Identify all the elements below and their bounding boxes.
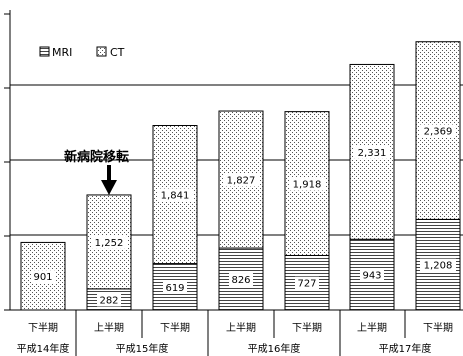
data-labels: 901 282 1,252 619 1,841 826 1,827 727 1,918 943 2,… [31,124,456,307]
category-label-5: 上半期 [357,321,387,334]
category-label-0: 下半期 [28,321,58,334]
data-label-mri-1: 282 [99,295,118,306]
year-group-label-2: 平成16年度 [248,342,301,355]
label-bg-mri-3 [229,273,253,287]
category-label-4: 下半期 [292,321,322,334]
year-group-label-3: 平成17年度 [379,342,432,355]
category-label-3: 上半期 [226,321,256,334]
label-bg-ct-0 [31,270,55,284]
label-bg-ct-2 [157,188,193,202]
category-label-2: 下半期 [160,321,190,334]
label-bg-ct-3 [223,173,259,187]
data-label-mri-2: 619 [165,283,184,294]
category-label-6: 下半期 [423,321,453,334]
label-bg-ct-6 [420,124,456,138]
label-bg-mri-6 [420,258,456,272]
data-label-ct-6: 2,369 [424,127,453,138]
legend-ct-label: CT [110,46,125,59]
year-group-label-1: 平成15年度 [116,342,169,355]
label-bg-mri-4 [295,276,319,290]
data-label-ct-1: 1,252 [95,238,124,249]
annotation: 新病院移転 [64,149,129,195]
year-group-label-0: 平成14年度 [17,342,70,355]
data-label-ct-0: 901 [33,272,52,283]
data-label-ct-2: 1,841 [161,191,190,202]
legend: MRI CT [39,46,125,59]
label-bg-mri-5 [360,268,384,282]
label-bg-mri-1 [97,293,121,307]
legend-ct-swatch [96,46,107,57]
bar-mri-3 [218,247,264,311]
annotation-text: 新病院移転 [64,149,129,165]
data-label-mri-5: 943 [362,271,381,282]
label-bg-ct-4 [289,177,325,191]
data-label-ct-5: 2,331 [358,148,387,159]
label-bg-mri-2 [163,280,187,294]
data-label-mri-6: 1,208 [424,261,453,272]
legend-mri-label: MRI [52,46,72,59]
data-label-ct-3: 1,827 [227,176,256,187]
data-label-mri-4: 727 [297,279,316,290]
category-label-1: 上半期 [94,321,124,334]
legend-mri-swatch [39,46,50,57]
label-bg-ct-5 [354,145,390,159]
data-label-mri-3: 826 [231,275,250,286]
annotation-arrow-head [101,180,117,195]
data-label-ct-4: 1,918 [293,180,322,191]
label-bg-ct-1 [91,235,127,249]
